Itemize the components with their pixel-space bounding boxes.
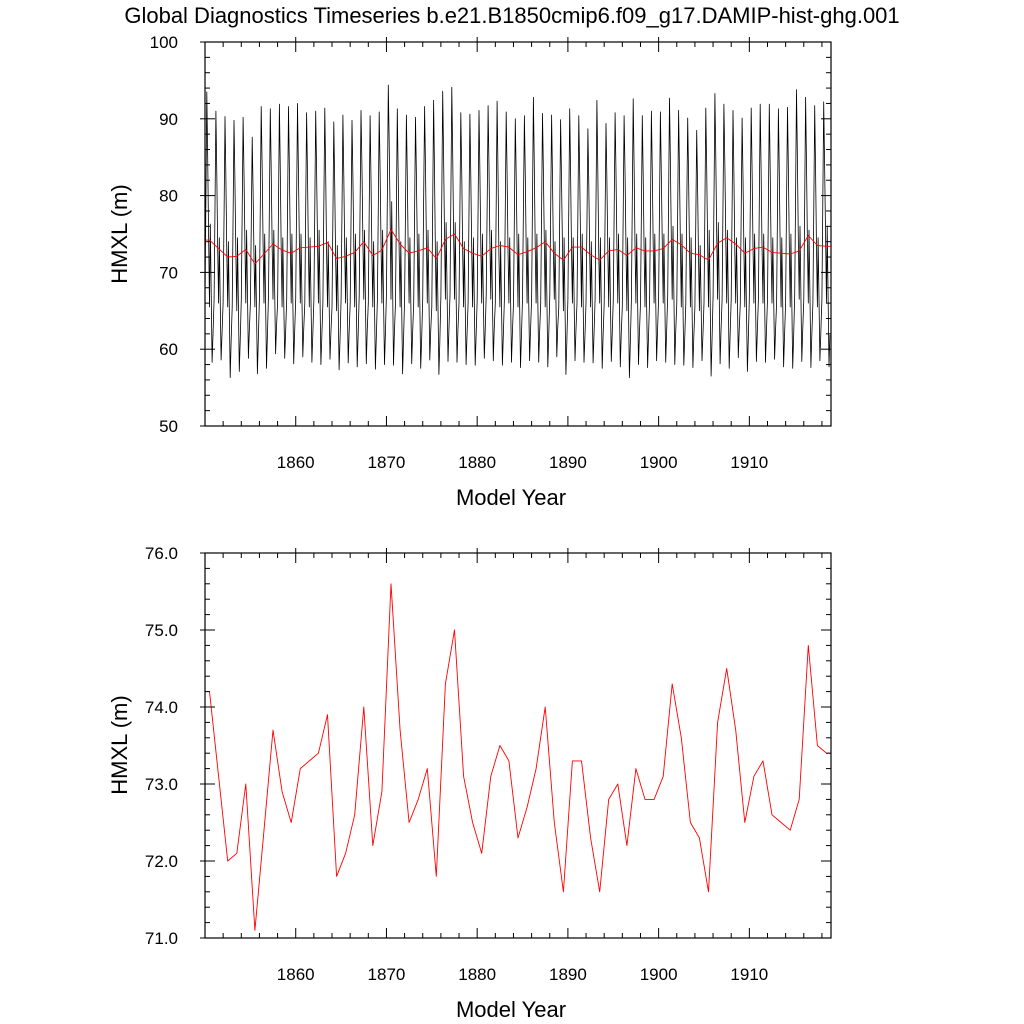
y-tick-label: 76.0 bbox=[145, 544, 178, 563]
plot-frame-bottom bbox=[204, 552, 832, 939]
y-tick-label: 60 bbox=[159, 340, 178, 359]
x-tick-label: 1890 bbox=[549, 453, 587, 472]
x-tick-label: 1870 bbox=[368, 453, 406, 472]
y-tick-label: 72.0 bbox=[145, 852, 178, 871]
y-tick-label: 80 bbox=[159, 187, 178, 206]
plot-lines-bottom bbox=[205, 583, 831, 931]
y-tick-label: 74.0 bbox=[145, 698, 178, 717]
tick-labels-top: 1860 1870 1880 1890 1900 1910 50 60 70 80 90 100 bbox=[150, 33, 769, 472]
x-tick-label: 1910 bbox=[730, 453, 768, 472]
y-tick-label: 70 bbox=[159, 263, 178, 282]
y-tick-label: 100 bbox=[150, 33, 178, 52]
x-tick-label: 1880 bbox=[458, 453, 496, 472]
series-line-annual-mean bbox=[205, 228, 831, 265]
x-axis-label-bottom: Model Year bbox=[456, 997, 566, 1022]
x-axis-label-top: Model Year bbox=[456, 485, 566, 510]
tick-marks-bottom bbox=[200, 548, 831, 939]
y-axis-label-bottom: HMXL (m) bbox=[107, 695, 132, 794]
y-tick-label: 71.0 bbox=[145, 929, 178, 948]
y-tick-label: 90 bbox=[159, 110, 178, 129]
tick-labels-bottom: 1860 1870 1880 1890 1900 1910 71.0 72.0 73.0 74.0… bbox=[145, 544, 768, 984]
plot-frame-top bbox=[204, 41, 832, 427]
x-tick-label: 1870 bbox=[368, 965, 406, 984]
panel-bottom: 1860 1870 1880 1890 1900 1910 71.0 72.0 73.0 74.0… bbox=[107, 544, 832, 1022]
y-tick-label: 50 bbox=[159, 417, 178, 436]
series-line-annual-mean bbox=[205, 583, 831, 931]
x-tick-label: 1880 bbox=[458, 965, 496, 984]
x-tick-label: 1860 bbox=[277, 965, 315, 984]
x-tick-label: 1910 bbox=[730, 965, 768, 984]
series-line-monthly bbox=[204, 84, 831, 378]
figure-title: Global Diagnostics Timeseries b.e21.B185… bbox=[124, 3, 899, 28]
panel-top: 1860 1870 1880 1890 1900 1910 50 60 70 80 90 100 Mo… bbox=[107, 33, 832, 510]
x-tick-label: 1900 bbox=[640, 965, 678, 984]
x-tick-label: 1900 bbox=[640, 453, 678, 472]
y-tick-label: 75.0 bbox=[145, 621, 178, 640]
y-tick-label: 73.0 bbox=[145, 775, 178, 794]
plot-lines-top bbox=[204, 84, 831, 378]
x-tick-label: 1860 bbox=[277, 453, 315, 472]
y-axis-label-top: HMXL (m) bbox=[107, 184, 132, 283]
tick-marks-top bbox=[200, 37, 831, 427]
x-tick-label: 1890 bbox=[549, 965, 587, 984]
